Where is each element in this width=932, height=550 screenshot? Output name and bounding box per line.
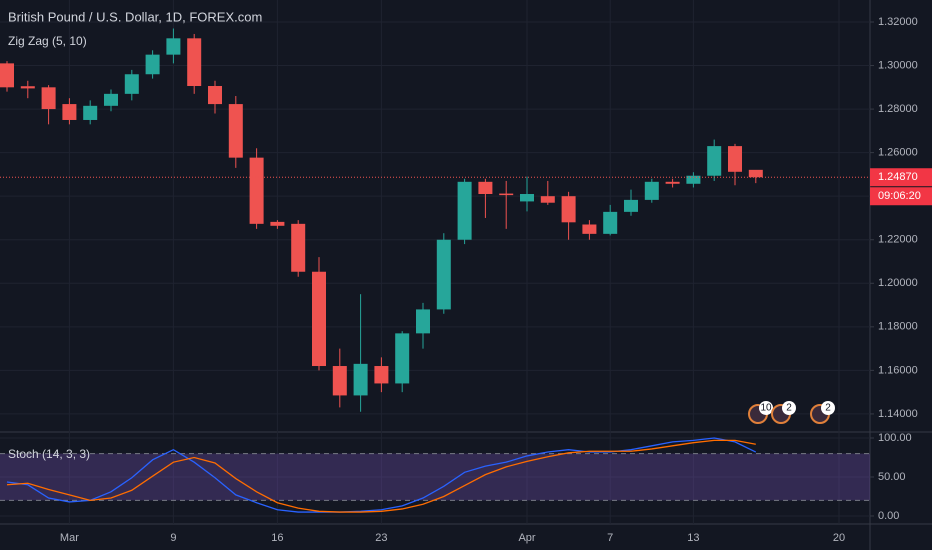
x-tick-label: 7 [607,532,613,544]
x-tick-label: 9 [170,532,176,544]
candle-body [707,146,722,176]
candle-body [561,196,576,223]
event-count: 10 [760,403,772,414]
chart-title: British Pound / U.S. Dollar, 1D, FOREX.c… [8,9,262,24]
candle-body [20,86,35,89]
y-tick-label: 1.32000 [878,16,918,28]
candle-body [457,181,472,240]
y-tick-label: 1.20000 [878,277,918,289]
candle-body [540,196,555,203]
candle-body [104,93,118,106]
x-tick-label: Apr [518,532,535,544]
candle-body [145,54,160,75]
candle-body [665,181,680,184]
last-price-box [870,168,932,187]
y-tick-label: 1.16000 [878,364,918,376]
candle-body [478,181,493,195]
y-tick-label: 1.22000 [878,234,918,246]
event-count: 2 [825,403,831,414]
candle-body [353,363,368,396]
candle-body [520,194,534,202]
event-badge [821,401,835,415]
candle-body [395,333,410,384]
last-price-label: 1.24870 [878,171,918,183]
event-badge [782,401,796,415]
y-tick-label: 1.14000 [878,408,918,420]
y-tick-label: 1.18000 [878,321,918,333]
x-tick-label: 13 [687,532,699,544]
y-tick-label: 1.28000 [878,103,918,115]
candle-body [332,366,347,396]
y-tick-label: 100.00 [878,432,912,444]
candle-body [416,309,430,334]
candle-body [728,146,742,172]
event-count: 2 [786,403,792,414]
candle-body [62,104,77,120]
x-tick-label: 20 [833,532,845,544]
candle-body [208,86,222,105]
candle-body [270,221,285,226]
event-badge [759,401,773,415]
candle-body [624,199,638,212]
candle-body [187,38,202,87]
y-tick-label: 50.00 [878,471,906,483]
candle-body [166,38,181,55]
candle-body [228,104,243,158]
x-tick-label: 16 [271,532,283,544]
candle-body [249,157,264,224]
countdown-box [870,187,932,206]
marks [0,28,870,513]
x-tick-label: Mar [60,532,79,544]
candle-body [644,181,659,200]
x-tick-label: 23 [375,532,387,544]
stoch-title: Stoch (14, 3, 3) [8,447,90,461]
countdown-label: 09:06:20 [878,190,921,202]
indicator-title: Zig Zag (5, 10) [8,34,87,48]
candle-body [603,211,618,234]
candle-body [312,271,326,367]
stoch-line [6,439,756,513]
candle-body [436,239,451,310]
stoch-line [6,437,757,513]
labels: British Pound / U.S. Dollar, 1D, FOREX.c… [8,9,262,461]
candle-body [291,223,306,272]
candle-body [124,74,139,94]
candle-body [41,87,56,110]
candle-body [499,193,514,196]
y-tick-label: 1.30000 [878,59,918,71]
candle-body [748,169,763,178]
candle-body [582,224,597,234]
grid [0,0,870,524]
candle-body [0,63,14,88]
band-fill [0,453,870,501]
y-tick-label: 1.26000 [878,147,918,159]
candle-body [374,366,389,384]
candle-body [83,105,98,120]
y-tick-label: 0.00 [878,510,899,522]
candle-body [686,175,701,184]
